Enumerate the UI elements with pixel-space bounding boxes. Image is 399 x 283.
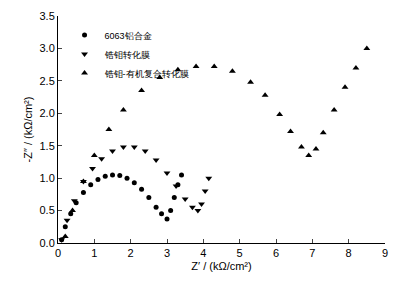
svg-text:9: 9 — [382, 247, 388, 259]
svg-text:3.0: 3.0 — [40, 42, 55, 54]
svg-text:2.5: 2.5 — [40, 75, 55, 87]
svg-text:6: 6 — [273, 247, 279, 259]
svg-text:4: 4 — [200, 247, 206, 259]
svg-text:-Z″ / (kΩ/cm²): -Z″ / (kΩ/cm²) — [22, 97, 34, 163]
svg-text:1.0: 1.0 — [40, 172, 55, 184]
svg-text:1.5: 1.5 — [40, 140, 55, 152]
svg-text:锆钼转化膜: 锆钼转化膜 — [104, 50, 150, 60]
svg-text:0.5: 0.5 — [40, 204, 55, 216]
svg-text:1: 1 — [91, 247, 97, 259]
svg-text:锆钼-有机复合转化膜: 锆钼-有机复合转化膜 — [104, 69, 189, 79]
svg-text:2: 2 — [128, 247, 134, 259]
svg-text:7: 7 — [309, 247, 315, 259]
svg-text:6063铝合金: 6063铝合金 — [105, 31, 152, 41]
svg-text:0.0: 0.0 — [40, 237, 55, 249]
svg-text:3.5: 3.5 — [40, 10, 55, 22]
svg-text:Z′ / (kΩ/cm²): Z′ / (kΩ/cm²) — [191, 260, 251, 272]
svg-text:5: 5 — [237, 247, 243, 259]
svg-text:2.0: 2.0 — [40, 107, 55, 119]
svg-text:0: 0 — [55, 247, 61, 259]
svg-text:8: 8 — [346, 247, 352, 259]
svg-text:3: 3 — [164, 247, 170, 259]
